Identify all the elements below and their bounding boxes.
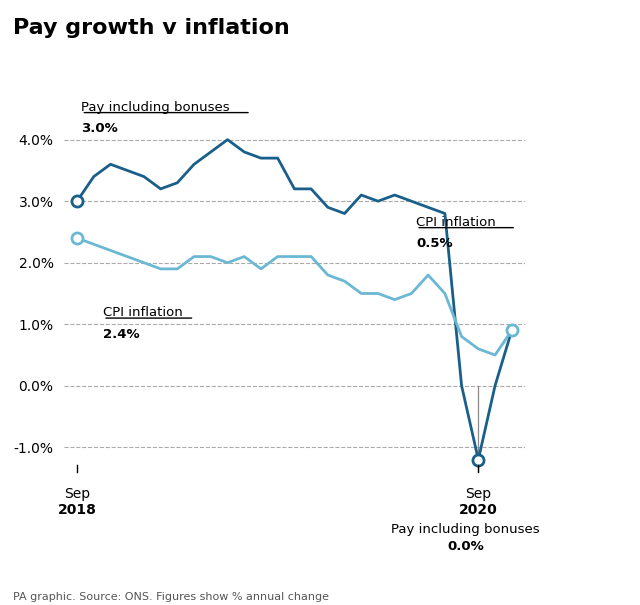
Text: PA graphic. Source: ONS. Figures show % annual change: PA graphic. Source: ONS. Figures show % … bbox=[13, 592, 329, 602]
Text: Sep: Sep bbox=[465, 487, 492, 501]
Text: 2018: 2018 bbox=[58, 503, 97, 517]
Text: 0.5%: 0.5% bbox=[416, 238, 452, 250]
Text: 2020: 2020 bbox=[459, 503, 498, 517]
Text: 2.4%: 2.4% bbox=[103, 328, 140, 341]
Text: CPI inflation: CPI inflation bbox=[416, 216, 496, 229]
Text: 0.0%: 0.0% bbox=[447, 540, 484, 552]
Text: Pay including bonuses: Pay including bonuses bbox=[81, 101, 230, 114]
Text: Pay growth v inflation: Pay growth v inflation bbox=[13, 18, 289, 38]
Text: Sep: Sep bbox=[64, 487, 90, 501]
Text: Pay including bonuses: Pay including bonuses bbox=[391, 523, 540, 536]
Text: CPI inflation: CPI inflation bbox=[103, 306, 183, 319]
Text: 3.0%: 3.0% bbox=[81, 122, 118, 136]
